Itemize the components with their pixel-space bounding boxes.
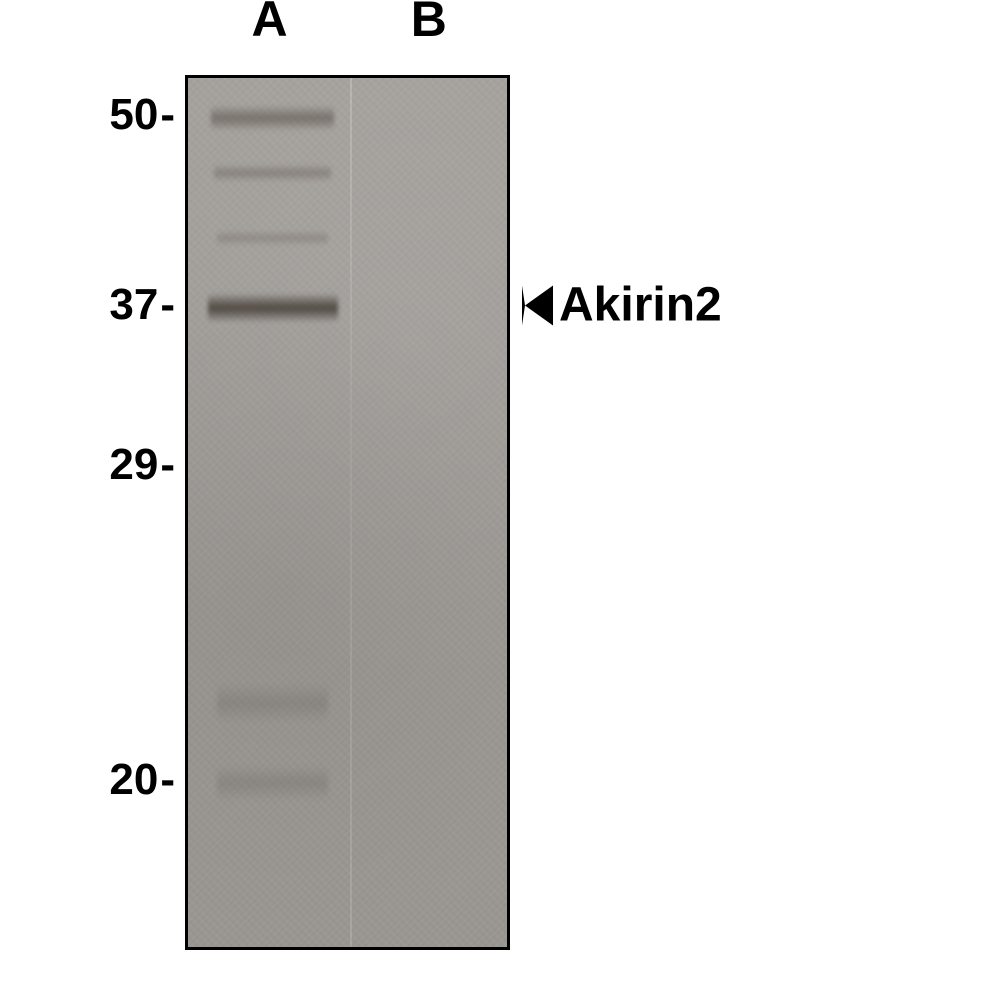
band (217, 230, 328, 246)
blot-panel (185, 75, 510, 950)
blot-film-background (188, 78, 507, 947)
mw-dash: - (160, 440, 175, 490)
band (217, 683, 328, 723)
arrow-left-icon (522, 285, 553, 325)
band (208, 293, 338, 323)
mw-marker: 29- (109, 440, 175, 490)
lane-label-a: A (251, 0, 287, 48)
band (214, 164, 331, 182)
mw-value: 20 (109, 755, 158, 805)
band-pointer-label: Akirin2 (522, 278, 722, 333)
mw-dash: - (160, 755, 175, 805)
lane-label-b: B (411, 0, 447, 48)
mw-dash: - (160, 90, 175, 140)
mw-value: 37 (109, 280, 158, 330)
mw-marker: 20- (109, 755, 175, 805)
band (217, 765, 328, 801)
mw-marker: 50- (109, 90, 175, 140)
band (211, 105, 335, 131)
pointer-text: Akirin2 (559, 278, 722, 333)
mw-value: 50 (109, 90, 158, 140)
mw-value: 29 (109, 440, 158, 490)
lane-separator (350, 78, 352, 947)
mw-marker: 37- (109, 280, 175, 330)
mw-dash: - (160, 280, 175, 330)
figure-stage: A B 50- 37- 29- 20- Akirin2 (0, 0, 1000, 1000)
